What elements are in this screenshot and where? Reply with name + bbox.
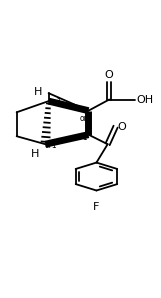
- Text: O: O: [105, 70, 114, 80]
- Text: O: O: [117, 122, 126, 132]
- Text: or1: or1: [45, 141, 57, 150]
- Text: H: H: [31, 149, 39, 159]
- Text: H: H: [34, 86, 42, 97]
- Text: F: F: [93, 202, 100, 212]
- Text: or1: or1: [80, 114, 92, 123]
- Text: OH: OH: [136, 94, 153, 105]
- Text: or1: or1: [76, 133, 88, 142]
- Text: or1: or1: [49, 98, 62, 107]
